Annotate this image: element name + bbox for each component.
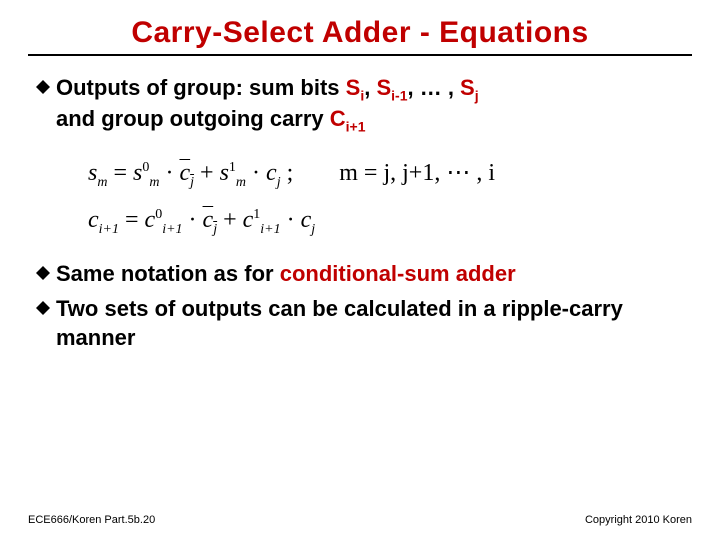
bullet-outputs: Outputs of group: sum bits Si, Si-1, … ,… [36,74,692,135]
sym-si1: Si-1 [376,75,407,100]
eq1-t2b-sub: j [277,175,281,190]
eq2-t1-var: c [145,207,156,233]
footer: ECE666/Koren Part.5b.20 Copyright 2010 K… [28,514,692,526]
eq1-t2-sup: 1 [229,160,236,175]
eq1-t1-sup: 0 [142,160,149,175]
eq1-bar: cj [179,160,194,186]
eq2-t2-sub: i+1 [260,222,280,237]
eq1-lhs-sub: m [97,175,107,190]
title-underline: Carry-Select Adder - Equations [28,16,692,56]
eq2-t2b-sub: j [311,222,315,237]
eq2-t2b-var: c [301,207,312,233]
cvar: C [330,106,346,131]
eq2-bar: cj [203,207,218,233]
eq2-t2-var: c [243,207,254,233]
cvar-sub: i+1 [346,118,366,134]
bullet-same-notation: Same notation as for conditional-sum add… [36,260,692,289]
eq2-t1b-sub: j [213,222,217,237]
equation-ci1: ci+1 = c0i+1 · cj + c1i+1 · cj [88,206,692,239]
eq1-tail: m = j, j+1, ⋯ , i [339,160,495,186]
s3-sub: j [475,87,479,103]
eq1-t1-var: s [133,160,142,186]
eq2-t1-sup: 0 [155,207,162,222]
eq2-t1-sub: i+1 [162,222,182,237]
c1: , [364,75,376,100]
eq2-t1b-var: c [203,207,214,233]
s2-sub: i-1 [391,87,407,103]
equation-block: sm = s0m · cj + s1m · cj ; m = j, j+1, ⋯… [88,159,692,238]
b1-pre: Outputs of group: sum bits [56,75,346,100]
eq2-t2-sup: 1 [253,207,260,222]
sym-sj: Sj [460,75,479,100]
eq1-t1b-var: c [179,160,190,186]
eq2-lhs-sub: i+1 [99,222,119,237]
b2-pre: Same notation as for [56,261,280,286]
bullet-text: Same notation as for conditional-sum add… [56,260,692,289]
eq1-t1b-sub: j [190,175,194,190]
diamond-icon [36,80,50,94]
eq1-t2-var: s [220,160,229,186]
s3: S [460,75,475,100]
eq1-lhs-var: s [88,160,97,186]
bullet-text: Two sets of outputs can be calculated in… [56,295,692,352]
bullet-text: Outputs of group: sum bits Si, Si-1, … ,… [56,74,692,135]
diamond-icon [36,301,50,315]
footer-left: ECE666/Koren Part.5b.20 [28,514,155,526]
diamond-icon [36,266,50,280]
eq1-t1-sub: m [149,175,159,190]
slide: Carry-Select Adder - Equations Outputs o… [0,0,720,540]
sym-si: Si [346,75,365,100]
s1: S [346,75,361,100]
b2-red: conditional-sum adder [280,261,516,286]
bullet-two-sets: Two sets of outputs can be calculated in… [36,295,692,352]
slide-title: Carry-Select Adder - Equations [28,16,692,50]
c2: , … , [407,75,460,100]
sym-ci1: Ci+1 [330,106,366,131]
eq1-t2b-var: c [266,160,277,186]
footer-right: Copyright 2010 Koren [585,514,692,526]
b1-line2: and group outgoing carry [56,106,330,131]
eq1-t2-sub: m [236,175,246,190]
eq2-lhs-var: c [88,207,99,233]
equation-sm: sm = s0m · cj + s1m · cj ; m = j, j+1, ⋯… [88,159,692,192]
s2: S [376,75,391,100]
